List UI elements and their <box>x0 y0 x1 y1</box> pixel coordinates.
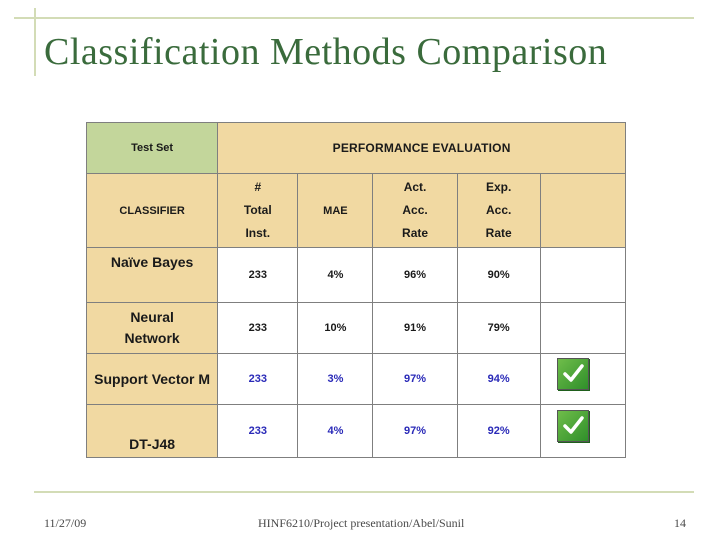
exp-acc-cell: 92% <box>456 404 541 458</box>
mae-header: MAE <box>297 173 374 248</box>
act-acc-rate-line-1: Act. <box>403 180 427 194</box>
selected-cell <box>539 302 627 354</box>
table-row-neural-network: Neural Network 233 10% 91% 79% <box>85 302 627 354</box>
exp-acc-rate-line-1: Exp. <box>486 180 512 194</box>
act-acc-cell: 97% <box>372 404 458 458</box>
act-acc-rate-header: Act. Acc. Rate <box>372 173 458 248</box>
performance-evaluation-header: PERFORMANCE EVALUATION <box>217 122 626 174</box>
table-subheader-row: CLASSIFIER # Total Inst. MAE Act. Acc. R… <box>85 173 627 248</box>
exp-acc-cell: 90% <box>456 247 541 303</box>
act-acc-cell: 91% <box>372 302 458 354</box>
exp-acc-rate-header: Exp. Acc. Rate <box>456 173 541 248</box>
slide-title: Classification Methods Comparison <box>44 31 608 73</box>
total-inst-header: # Total Inst. <box>217 173 299 248</box>
total-cell: 233 <box>217 404 299 458</box>
exp-acc-rate-line-3: Rate <box>485 226 512 240</box>
table-row-dt-j48: DT-J48 233 4% 97% 92% <box>85 404 627 458</box>
classifier-cell: Neural Network <box>85 302 219 354</box>
selected-cell <box>539 353 627 405</box>
total-cell: 233 <box>217 302 299 354</box>
act-acc-cell: 96% <box>372 247 458 303</box>
performance-table: Test Set PERFORMANCE EVALUATION CLASSIFI… <box>85 122 627 458</box>
checkmark-icon <box>556 357 589 390</box>
total-inst-line-2: Total <box>243 203 272 217</box>
exp-acc-rate-line-2: Acc. <box>486 203 512 217</box>
footer-rule <box>34 491 694 493</box>
checkmark-icon <box>556 409 589 442</box>
exp-acc-cell: 94% <box>456 353 541 405</box>
slide-number: 14 <box>674 516 686 530</box>
classifier-cell: Support Vector M <box>85 353 219 405</box>
mae-cell: 4% <box>297 404 374 458</box>
selected-cell <box>539 404 627 458</box>
selected-header <box>539 173 627 248</box>
footer-text: HINF6210/Project presentation/Abel/Sunil <box>258 516 465 530</box>
top-rule <box>14 17 694 19</box>
table-row-support-vector: Support Vector M 233 3% 97% 94% <box>85 353 627 405</box>
mae-cell: 10% <box>297 302 374 354</box>
mae-cell: 3% <box>297 353 374 405</box>
classifier-name: Support Vector M <box>94 370 211 387</box>
total-cell: 233 <box>217 247 299 303</box>
act-acc-rate-line-2: Acc. <box>402 203 428 217</box>
mae-cell: 4% <box>297 247 374 303</box>
classifier-cell: Naïve Bayes <box>85 247 219 303</box>
classifier-cell: DT-J48 <box>85 404 219 458</box>
selected-cell <box>539 247 627 303</box>
act-acc-rate-line-3: Rate <box>402 226 429 240</box>
table-header-row: Test Set PERFORMANCE EVALUATION <box>85 122 626 174</box>
footer-date: 11/27/09 <box>44 516 87 530</box>
left-rule <box>34 8 36 76</box>
total-cell: 233 <box>217 353 299 405</box>
total-inst-line-1: # <box>254 180 262 194</box>
total-inst-line-3: Inst. <box>245 226 271 240</box>
table-row-naive-bayes: Naïve Bayes 233 4% 96% 90% <box>85 247 627 303</box>
act-acc-cell: 97% <box>372 353 458 405</box>
exp-acc-cell: 79% <box>456 302 541 354</box>
classifier-header: CLASSIFIER <box>85 173 219 248</box>
test-set-header: Test Set <box>85 122 219 174</box>
classifier-name: Neural Network <box>124 309 180 346</box>
